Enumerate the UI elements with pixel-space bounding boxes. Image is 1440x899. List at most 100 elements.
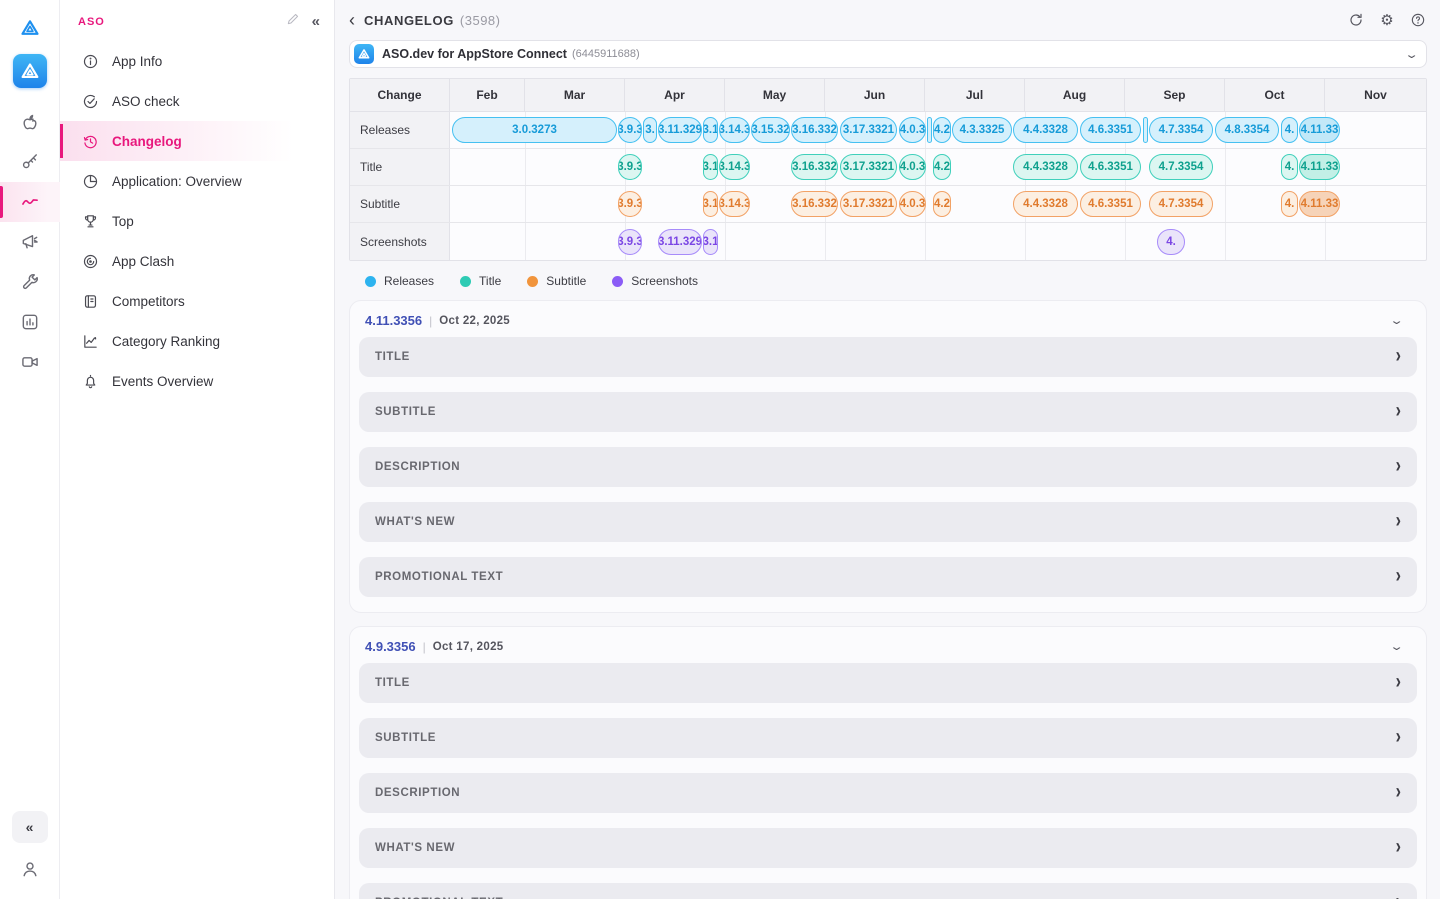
analytics-icon[interactable] [0,182,60,222]
sidebar-item-app-clash[interactable]: App Clash [60,241,334,281]
accordion-row-what-s-new[interactable]: WHAT'S NEW › [359,828,1417,868]
aso-logo-icon [0,8,60,48]
sidebar-item-competitors[interactable]: Competitors [60,281,334,321]
version-pill-4.3.3325[interactable]: 4.3.3325 [952,117,1012,143]
version-pill-4.7.3354[interactable]: 4.7.3354 [1149,117,1213,143]
legend-item-releases[interactable]: Releases [365,274,434,288]
version-pill-4.4.3328[interactable]: 4.4.3328 [1013,154,1078,180]
version-pill-4.7.3354[interactable]: 4.7.3354 [1149,191,1213,217]
apple-icon[interactable] [0,102,60,142]
version-pill-3.15.32[interactable]: 3.15.32 [751,117,790,143]
refresh-icon[interactable] [1347,11,1365,29]
version-card-header[interactable]: 4.9.3356 | Oct 17, 2025 ⌄ [359,636,1417,663]
accordion-label: DESCRIPTION [375,461,461,473]
accordion-row-title[interactable]: TITLE › [359,663,1417,703]
version-pill-4.11.33[interactable]: 4.11.33 [1299,117,1340,143]
keywords-icon[interactable] [0,142,60,182]
version-pill-4.0.3[interactable]: 4.0.3 [899,117,926,143]
megaphone-icon[interactable] [0,222,60,262]
legend-item-title[interactable]: Title [460,274,501,288]
version-pill-4.2[interactable]: 4.2 [933,154,951,180]
tools-icon[interactable] [0,262,60,302]
version-pill[interactable] [1143,117,1148,143]
page-title: CHANGELOG [364,12,454,28]
version-pill-4.6.3351[interactable]: 4.6.3351 [1080,154,1141,180]
version-pill-4[interactable]: 4. [1281,191,1298,217]
version-pill-4.0.3[interactable]: 4.0.3 [899,191,926,217]
version-pill-3.14.3[interactable]: 3.14.3 [719,154,750,180]
accordion-row-description[interactable]: DESCRIPTION › [359,773,1417,813]
accordion-row-description[interactable]: DESCRIPTION › [359,447,1417,487]
sidebar-item-changelog[interactable]: Changelog [60,121,334,161]
version-pill-3.16.332[interactable]: 3.16.332 [791,154,838,180]
gridline [525,223,526,260]
version-pill-4.4.3328[interactable]: 4.4.3328 [1013,191,1078,217]
version-pill-4.2[interactable]: 4.2 [933,191,951,217]
version-pill-3.1[interactable]: 3.1 [703,191,718,217]
sidebar-item-aso-check[interactable]: ASO check [60,81,334,121]
version-pill-3.17.3321[interactable]: 3.17.3321 [840,117,897,143]
version-pill-4.7.3354[interactable]: 4.7.3354 [1149,154,1213,180]
sidebar-item-events-overview[interactable]: Events Overview [60,361,334,401]
reports-icon[interactable] [0,302,60,342]
timeline-track: 3.0.3273 3.9.3 3. 3.11.329 3.1 3.14.3 3.15.32 3… [450,112,1426,148]
sidebar-item-top[interactable]: Top [60,201,334,241]
accordion-row-what-s-new[interactable]: WHAT'S NEW › [359,502,1417,542]
version-pill-3.16.332[interactable]: 3.16.332 [791,117,838,143]
version-pill-4.11.33[interactable]: 4.11.33 [1299,191,1340,217]
version-pill-3.1[interactable]: 3.1 [703,154,718,180]
version-pill-3.17.3321[interactable]: 3.17.3321 [840,191,897,217]
version-pill-3.0.3273[interactable]: 3.0.3273 [452,117,617,143]
help-icon[interactable] [1409,11,1427,29]
version-pill-3.9.3[interactable]: 3.9.3 [618,191,642,217]
version-pill-3.17.3321[interactable]: 3.17.3321 [840,154,897,180]
edit-pencil-icon[interactable] [286,12,300,31]
legend-item-subtitle[interactable]: Subtitle [527,274,586,288]
accordion-row-subtitle[interactable]: SUBTITLE › [359,392,1417,432]
back-button[interactable]: ‹ [349,10,355,30]
accordion-row-title[interactable]: TITLE › [359,337,1417,377]
version-pill-3.14.3[interactable]: 3.14.3 [719,117,750,143]
collapse-sidebar-icon[interactable]: « [311,13,320,30]
version-pill-3.14.3[interactable]: 3.14.3 [719,191,750,217]
chevron-down-icon[interactable]: ⌄ [1389,315,1404,327]
sidebar-item-application-overview[interactable]: Application: Overview [60,161,334,201]
version-card-header[interactable]: 4.11.3356 | Oct 22, 2025 ⌄ [359,310,1417,337]
version-pill-3.9.3[interactable]: 3.9.3 [618,117,642,143]
version-link[interactable]: 4.11.3356 [365,313,423,328]
chevron-down-icon[interactable]: ⌄ [1389,641,1404,653]
sidebar-item-category-ranking[interactable]: Category Ranking [60,321,334,361]
version-pill-4[interactable]: 4. [1281,117,1298,143]
version-pill-3.11.329[interactable]: 3.11.329 [658,117,702,143]
collapse-rail-button[interactable]: « [11,811,48,843]
version-pill-4.8.3354[interactable]: 4.8.3354 [1215,117,1279,143]
version-pill-4.2[interactable]: 4.2 [933,117,951,143]
version-pill-3.9.3[interactable]: 3.9.3 [618,228,642,255]
sidebar-item-app-info[interactable]: App Info [60,41,334,81]
app-selector[interactable]: ASO.dev for AppStore Connect (6445911688… [349,40,1427,68]
version-pill-3.1[interactable]: 3.1 [703,117,718,143]
version-pill[interactable] [927,117,932,143]
version-pill-4.4.3328[interactable]: 4.4.3328 [1013,117,1078,143]
accordion-row-promotional-text[interactable]: PROMOTIONAL TEXT › [359,557,1417,597]
account-icon[interactable] [0,849,60,889]
version-pill-3.16.332[interactable]: 3.16.332 [791,191,838,217]
version-pill-4.11.33[interactable]: 4.11.33 [1299,154,1340,180]
version-pill-4.6.3351[interactable]: 4.6.3351 [1080,117,1141,143]
accordion-row-promotional-text[interactable]: PROMOTIONAL TEXT › [359,883,1417,899]
version-pill-4[interactable]: 4. [1157,228,1185,255]
version-pill-4[interactable]: 4. [1281,154,1298,180]
legend-item-screenshots[interactable]: Screenshots [612,274,698,288]
timeline-column-jun: Jun [825,79,925,111]
version-pill-3[interactable]: 3. [643,117,657,143]
version-pill-4.6.3351[interactable]: 4.6.3351 [1080,191,1141,217]
version-pill-3.9.3[interactable]: 3.9.3 [618,154,642,180]
version-pill-4.0.3[interactable]: 4.0.3 [899,154,926,180]
version-pill-3.11.329[interactable]: 3.11.329 [658,228,702,255]
current-app-icon[interactable] [12,54,47,88]
accordion-row-subtitle[interactable]: SUBTITLE › [359,718,1417,758]
video-icon[interactable] [0,342,60,382]
settings-gear-icon[interactable]: ⚙ [1380,12,1394,29]
version-link[interactable]: 4.9.3356 [365,639,416,654]
version-pill-3.1[interactable]: 3.1 [703,228,718,255]
